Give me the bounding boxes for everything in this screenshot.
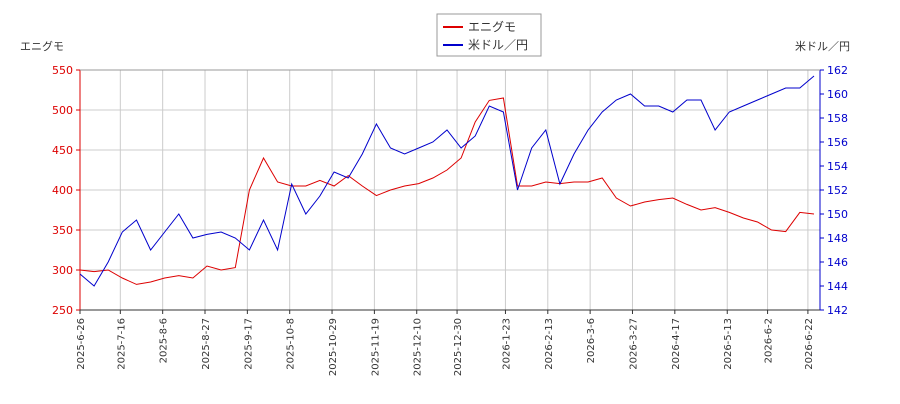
y2-tick-label: 150 xyxy=(827,208,848,221)
x-tick-label: 2026-3-27 xyxy=(628,318,639,370)
y-tick-label: 400 xyxy=(52,184,73,197)
y2-axis-title: 米ドル／円 xyxy=(795,40,850,53)
x-tick-label: 2026-2-13 xyxy=(544,318,555,370)
x-tick-label: 2026-6-22 xyxy=(804,318,815,370)
y2-tick-label: 156 xyxy=(827,136,848,149)
y-tick-label: 500 xyxy=(52,104,73,117)
x-tick-label: 2025-7-16 xyxy=(116,318,127,370)
x-tick-label: 2026-6-2 xyxy=(764,318,775,363)
y2-tick-label: 146 xyxy=(827,256,848,269)
y2-tick-label: 152 xyxy=(827,184,848,197)
x-tick-label: 2026-3-6 xyxy=(586,318,597,363)
x-tick-label: 2026-5-13 xyxy=(723,318,734,370)
x-tick-label: 2025-10-29 xyxy=(328,318,339,376)
x-tick-label: 2025-6-26 xyxy=(76,318,87,370)
legend-label: エニグモ xyxy=(468,20,516,34)
y2-tick-label: 158 xyxy=(827,112,848,125)
legend-box xyxy=(436,13,542,57)
x-tick-label: 2025-8-27 xyxy=(201,318,212,370)
series-line xyxy=(79,75,815,287)
y-tick-label: 300 xyxy=(52,264,73,277)
y2-tick-label: 160 xyxy=(827,88,848,101)
x-tick-label: 2025-10-8 xyxy=(286,318,297,370)
y2-tick-label: 162 xyxy=(827,64,848,77)
y2-tick-label: 148 xyxy=(827,232,848,245)
y-tick-label: 450 xyxy=(52,144,73,157)
x-tick-label: 2025-12-30 xyxy=(453,318,464,376)
y-tick-label: 550 xyxy=(52,64,73,77)
y-axis-title: エニグモ xyxy=(20,39,64,53)
x-tick-label: 2025-12-10 xyxy=(413,318,424,376)
y2-tick-label: 144 xyxy=(827,280,848,293)
legend-label: 米ドル／円 xyxy=(468,38,528,52)
y-tick-label: 250 xyxy=(52,304,73,317)
x-tick-label: 2025-8-6 xyxy=(159,318,170,363)
x-tick-label: 2026-1-23 xyxy=(501,318,512,370)
x-tick-label: 2026-4-17 xyxy=(671,318,682,370)
y2-tick-label: 154 xyxy=(827,160,848,173)
y2-tick-label: 142 xyxy=(827,304,848,317)
x-tick-label: 2025-9-17 xyxy=(243,318,254,370)
x-tick-label: 2025-11-19 xyxy=(370,318,381,376)
series-line xyxy=(79,97,815,285)
y-tick-label: 350 xyxy=(52,224,73,237)
